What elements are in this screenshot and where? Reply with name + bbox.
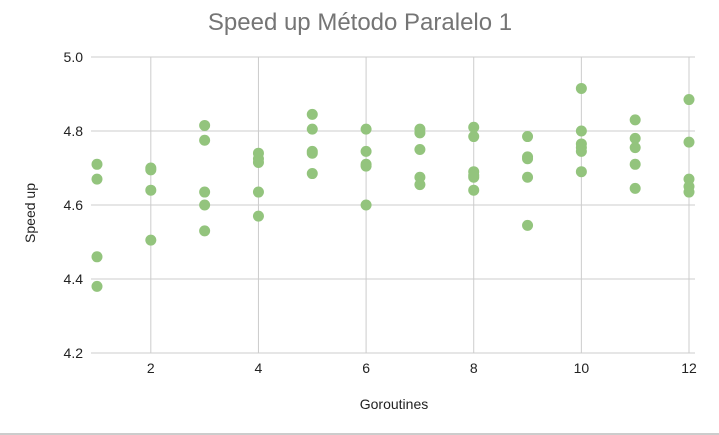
data-point [306, 123, 318, 135]
data-point [199, 225, 211, 237]
data-point [683, 186, 695, 198]
data-point [199, 186, 211, 198]
data-point [199, 199, 211, 211]
data-point [468, 121, 480, 133]
y-tick-label: 4.6 [64, 197, 84, 213]
data-point [91, 280, 103, 292]
grid-lines [91, 56, 695, 354]
data-point [360, 199, 372, 211]
data-point [575, 166, 587, 178]
y-axis-label: Speed up [22, 183, 38, 243]
data-point [522, 171, 534, 183]
data-point [468, 131, 480, 143]
tick-labels: 4.2 4.4 4.6 4.8 5.0 2 4 6 8 10 12 [64, 49, 697, 376]
data-point [252, 156, 264, 168]
x-tick-label: 10 [574, 360, 590, 376]
data-point [414, 127, 426, 139]
data-point [91, 173, 103, 185]
data-point [522, 131, 534, 143]
x-tick-label: 8 [470, 360, 478, 376]
chart-title: Speed up Método Paralelo 1 [208, 9, 512, 36]
data-point [306, 108, 318, 120]
data-point [91, 251, 103, 263]
data-point [575, 125, 587, 137]
data-point [306, 147, 318, 159]
x-axis-label: Goroutines [360, 396, 428, 412]
data-point [522, 153, 534, 165]
data-point [145, 184, 157, 196]
data-point [199, 119, 211, 131]
x-tick-label: 6 [362, 360, 370, 376]
y-tick-label: 4.4 [64, 271, 84, 287]
data-point [360, 160, 372, 172]
data-point [145, 234, 157, 246]
data-point [683, 136, 695, 148]
data-point [468, 184, 480, 196]
y-tick-label: 5.0 [64, 49, 84, 65]
y-tick-label: 4.8 [64, 123, 84, 139]
x-tick-label: 2 [147, 360, 155, 376]
data-point [629, 132, 641, 144]
y-tick-label: 4.2 [64, 345, 84, 361]
data-points [91, 82, 695, 292]
data-point [683, 94, 695, 106]
data-point [91, 158, 103, 170]
data-point [199, 134, 211, 146]
data-point [522, 219, 534, 231]
data-point [360, 123, 372, 135]
data-point [468, 171, 480, 183]
data-point [306, 168, 318, 180]
data-point [145, 164, 157, 176]
data-point [252, 186, 264, 198]
data-point [629, 158, 641, 170]
x-tick-label: 12 [681, 360, 697, 376]
data-point [414, 179, 426, 191]
data-point [252, 210, 264, 222]
data-point [629, 142, 641, 154]
x-tick-label: 4 [255, 360, 263, 376]
data-point [575, 145, 587, 157]
data-point [360, 145, 372, 157]
data-point [629, 114, 641, 126]
data-point [629, 182, 641, 194]
data-point [414, 144, 426, 155]
data-point [575, 82, 587, 94]
